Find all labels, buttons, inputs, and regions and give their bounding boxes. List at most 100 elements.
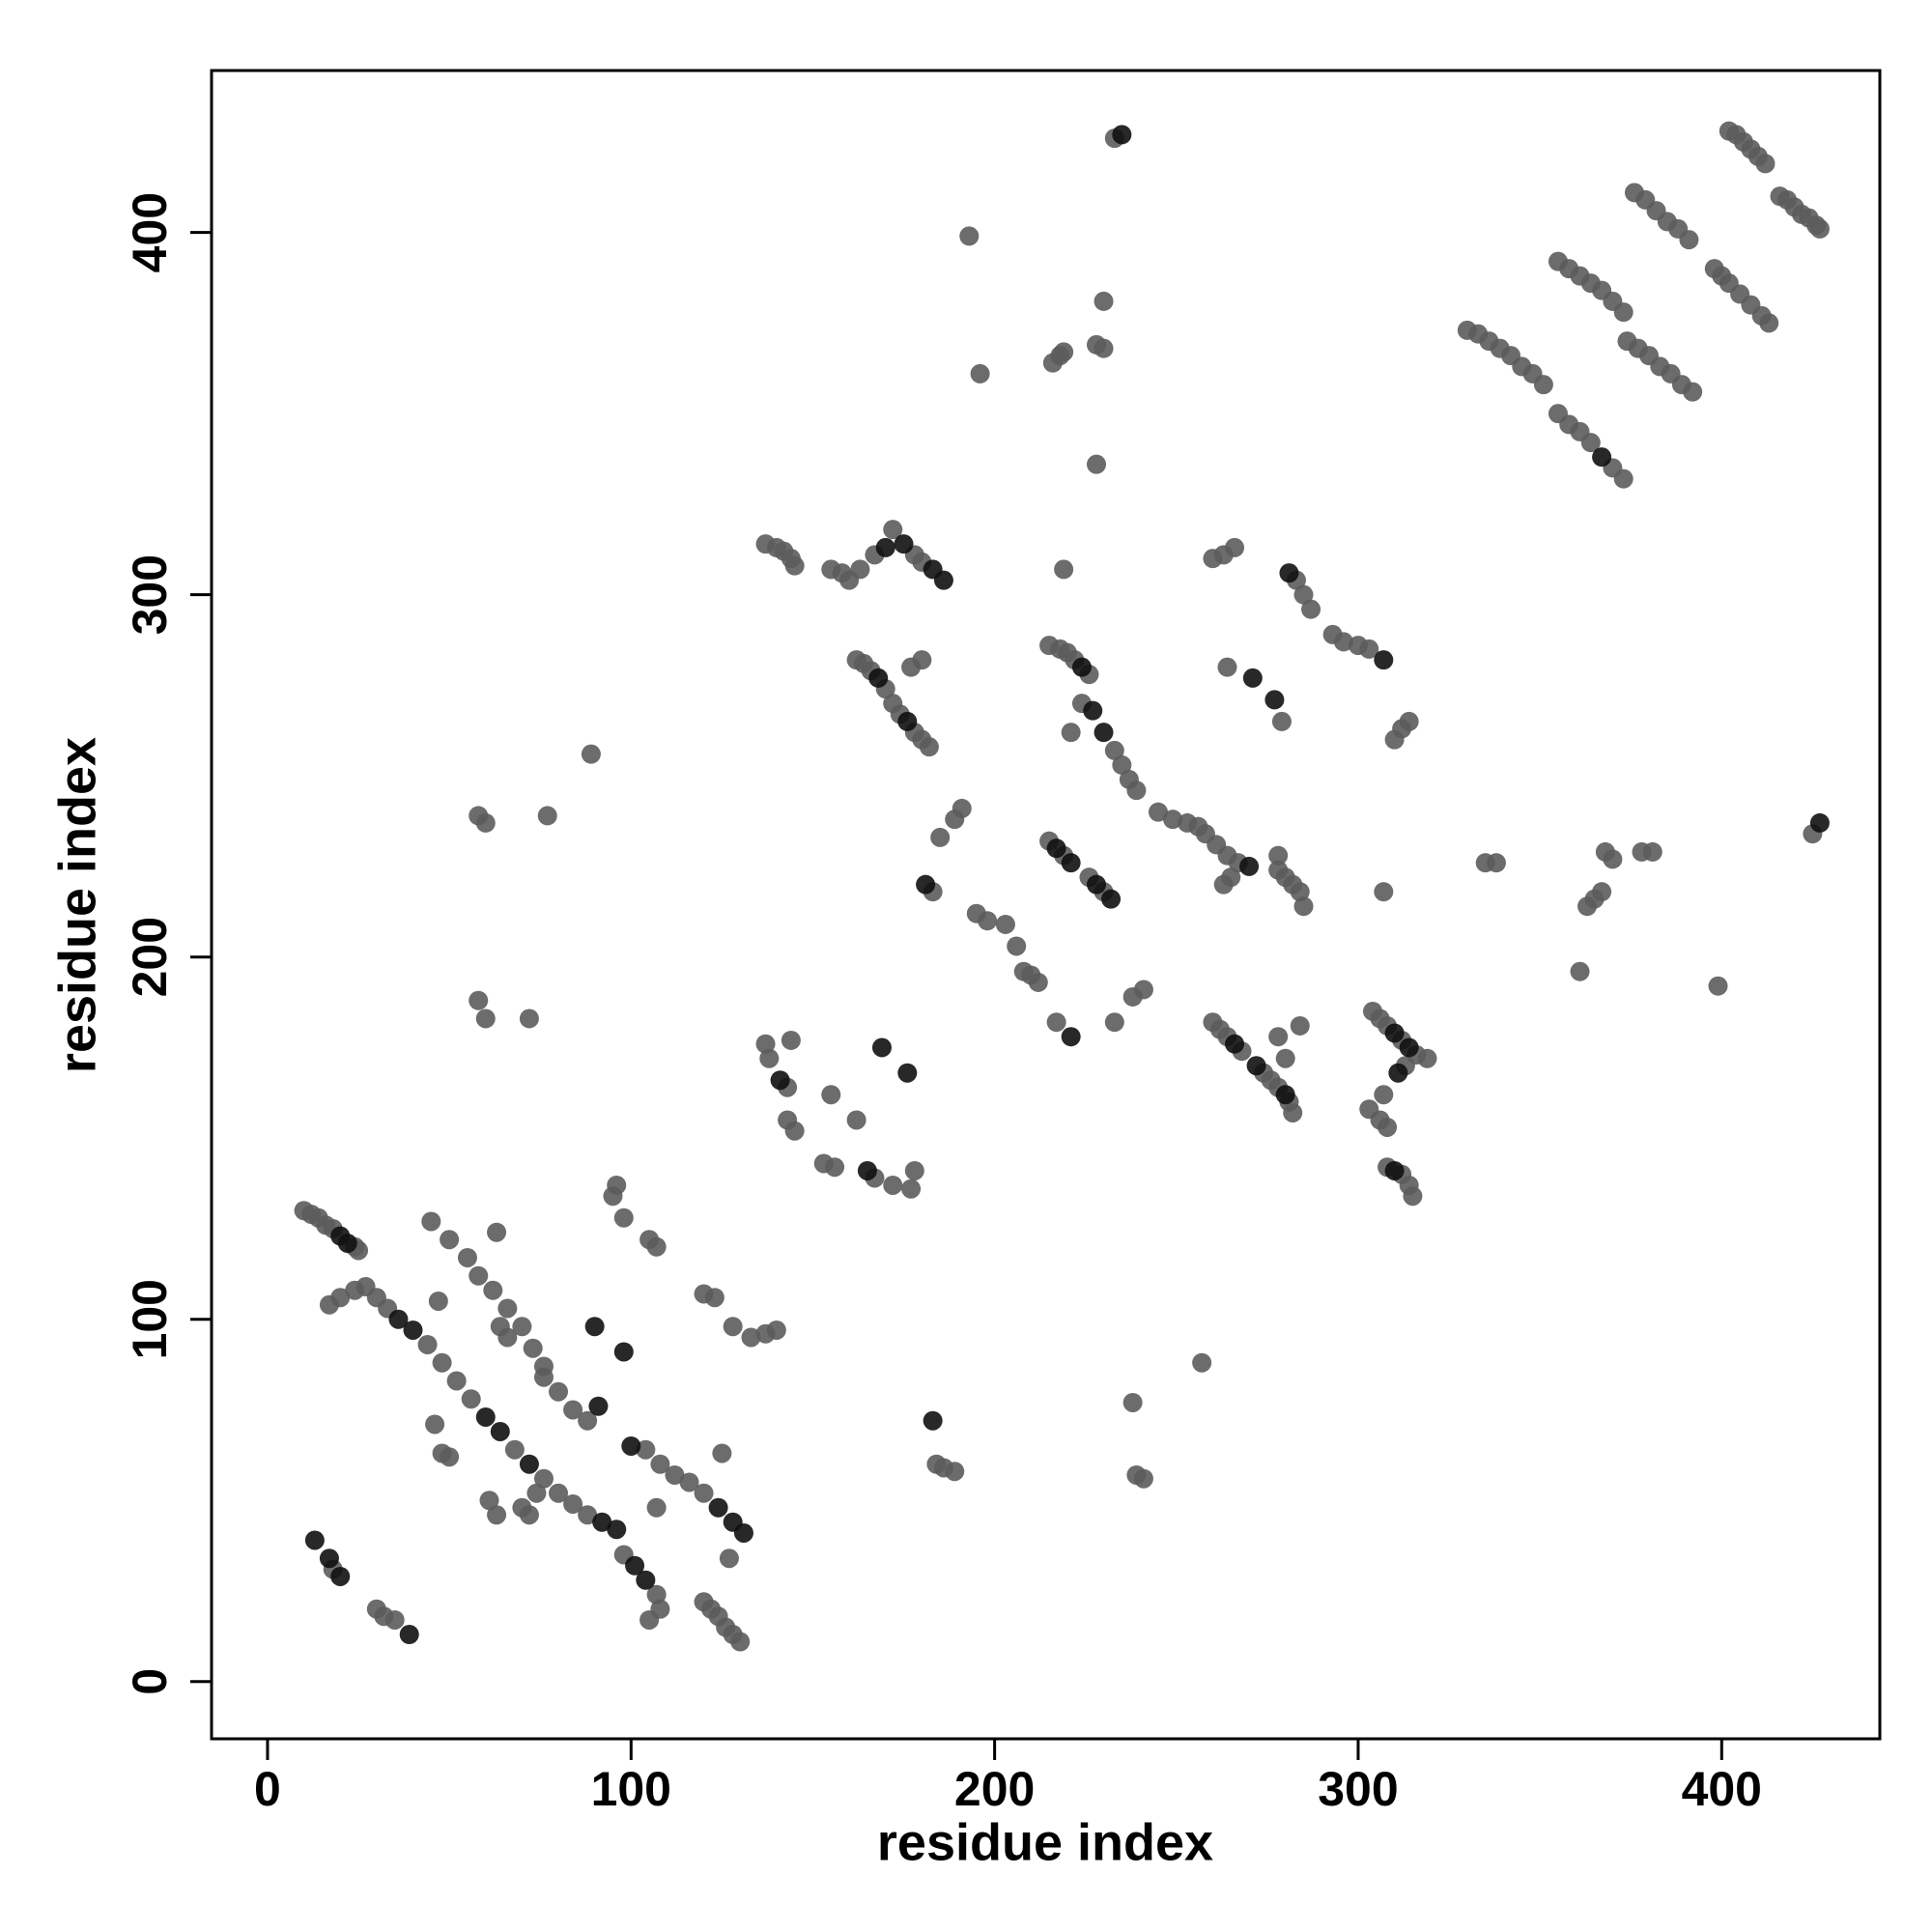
point	[733, 1522, 753, 1543]
point	[1613, 302, 1634, 323]
point	[428, 1291, 448, 1311]
point	[959, 226, 980, 246]
point	[694, 1483, 714, 1503]
point	[970, 363, 990, 384]
point	[1384, 1160, 1405, 1180]
point	[1086, 454, 1106, 474]
point	[483, 1280, 503, 1300]
x-tick-label: 0	[254, 1762, 281, 1816]
point	[1054, 342, 1074, 362]
point	[1264, 690, 1285, 710]
point	[446, 1371, 467, 1391]
point	[901, 1179, 922, 1199]
point	[549, 1381, 569, 1402]
point	[519, 1454, 539, 1474]
point	[487, 1222, 507, 1242]
point	[388, 1309, 409, 1329]
point	[741, 1327, 761, 1348]
point	[537, 806, 557, 826]
point	[1384, 1023, 1405, 1043]
point	[723, 1317, 743, 1337]
point	[497, 1298, 518, 1319]
point	[621, 1435, 641, 1456]
point	[1374, 650, 1394, 670]
point	[523, 1338, 543, 1358]
point	[1683, 382, 1703, 402]
point	[1592, 447, 1612, 468]
point	[1061, 853, 1081, 873]
point	[1061, 723, 1081, 743]
plot-frame	[210, 69, 1882, 1741]
point	[825, 1157, 845, 1178]
point	[1028, 972, 1048, 992]
point	[384, 1609, 405, 1630]
y-tick-label: 400	[123, 192, 177, 272]
point	[613, 1208, 634, 1228]
y-tick-label: 0	[123, 1668, 177, 1695]
point	[665, 1464, 685, 1485]
point	[625, 1555, 645, 1576]
point	[1126, 781, 1147, 801]
point	[730, 1632, 751, 1652]
point	[923, 1410, 943, 1431]
point	[487, 1505, 507, 1525]
point	[883, 1175, 903, 1195]
point	[919, 737, 939, 757]
point	[784, 555, 805, 576]
point	[475, 1009, 496, 1029]
point	[1221, 867, 1241, 888]
point	[607, 1520, 627, 1540]
point	[784, 1121, 805, 1141]
point	[1417, 1048, 1437, 1068]
point	[646, 1236, 667, 1257]
point	[1217, 657, 1237, 677]
point	[679, 1472, 699, 1492]
point	[1225, 1034, 1245, 1054]
point	[469, 990, 489, 1010]
point	[894, 534, 914, 554]
point	[399, 1624, 419, 1644]
point	[1290, 1015, 1310, 1036]
point	[1094, 291, 1114, 311]
point	[581, 744, 601, 764]
point	[1374, 1085, 1394, 1105]
point	[868, 668, 889, 688]
point	[457, 1247, 477, 1267]
point	[1094, 723, 1114, 743]
point	[1275, 1085, 1295, 1105]
point	[1592, 882, 1612, 902]
point	[461, 1389, 481, 1409]
point	[875, 537, 895, 557]
point	[1759, 313, 1779, 333]
point	[519, 1009, 539, 1029]
point	[563, 1493, 583, 1514]
point	[533, 1468, 554, 1489]
point	[770, 1070, 790, 1091]
point	[440, 1230, 460, 1250]
point	[755, 1034, 776, 1054]
point	[563, 1400, 583, 1420]
point	[1809, 218, 1830, 239]
point	[1388, 1063, 1408, 1083]
point	[930, 827, 951, 847]
point	[1293, 584, 1314, 605]
point	[1301, 599, 1321, 619]
point	[1094, 338, 1114, 358]
point	[512, 1317, 532, 1337]
point	[1104, 1012, 1124, 1033]
point	[1046, 838, 1066, 859]
point	[578, 1505, 598, 1525]
point	[708, 1497, 728, 1518]
point	[821, 1085, 841, 1105]
point	[1104, 740, 1124, 760]
point	[639, 1609, 660, 1630]
point	[1061, 1027, 1081, 1047]
point	[1148, 802, 1168, 822]
point	[1083, 700, 1103, 721]
point	[549, 1483, 569, 1503]
point	[1271, 711, 1292, 731]
point	[479, 1491, 499, 1511]
point	[1268, 845, 1289, 866]
point	[933, 570, 953, 590]
